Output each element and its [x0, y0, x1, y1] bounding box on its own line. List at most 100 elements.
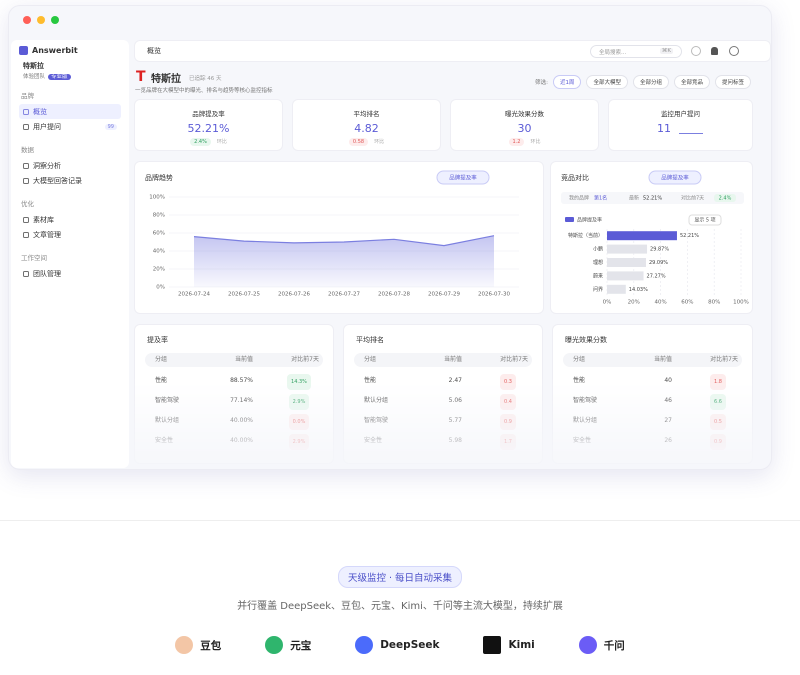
show-button[interactable] — [688, 214, 722, 226]
x-tick-label: 2026-07-25 — [228, 292, 260, 298]
search-box[interactable]: 全局搜索... ⌘K — [590, 45, 682, 58]
nav-item[interactable]: 洞察分析 — [19, 158, 121, 173]
model: DeepSeek — [355, 636, 439, 654]
summary-delta-label: 对比前7天 — [681, 195, 704, 202]
table-cell: 性能 — [364, 377, 377, 384]
kpi-delta: 2.4% — [190, 138, 211, 146]
kpi-delta-row: 1.2 环比 — [451, 138, 598, 146]
footer-text: 并行覆盖 DeepSeek、豆包、元宝、Kimi、千问等主流大模型，持续扩展 — [237, 601, 563, 612]
y-tick-label: 60% — [153, 231, 165, 237]
x-tick-label: 0% — [603, 300, 612, 306]
table-cell: 智能驾驶 — [155, 397, 180, 404]
filter[interactable]: 提问标签 — [714, 75, 751, 89]
nav-icon — [23, 216, 29, 223]
footer-badge: 天级监控 · 每日自动采集 — [337, 566, 463, 588]
sidebar: Answerbit 特斯拉 体验团队 专业版 品牌 概览 用户提问 99 数据 洞察分析 大模型回答… — [11, 40, 129, 468]
y-tick-label: 20% — [153, 267, 165, 273]
filter[interactable]: 全部竞品 — [673, 75, 710, 89]
nav-item[interactable]: 大模型回答记录 — [19, 173, 121, 188]
brand-name: 特斯拉 — [151, 74, 181, 85]
x-tick-label: 2026-07-29 — [428, 292, 460, 298]
model-logo — [355, 636, 374, 654]
nav-item[interactable]: 用户提问 99 — [19, 119, 121, 134]
nav-item[interactable]: 素材库 — [19, 212, 121, 227]
brand-name: Answerbit — [32, 46, 78, 55]
bell-icon[interactable] — [711, 47, 718, 55]
nav-icon — [23, 123, 29, 130]
nav-item[interactable]: 团队管理 — [19, 266, 121, 281]
delta: 0.3 — [500, 374, 516, 390]
delta: 0.9 — [500, 414, 516, 430]
metric-button[interactable] — [436, 170, 490, 185]
summary-my-label: 我的品牌 — [569, 195, 589, 202]
nav-label: 大模型回答记录 — [33, 176, 82, 185]
filter-label: 筛选: — [535, 80, 548, 86]
kpi-card: 曝光效果分数 30 1.2 环比 — [450, 99, 599, 151]
table-card: 平均排名 分组 当前值 对比前7天 性能 2.47 0.3 默认分组 5.06 0.4 智能驾驶 5.… — [343, 324, 543, 464]
table-cell: 安全性 — [155, 437, 174, 444]
table-cell: 智能驾驶 — [573, 397, 598, 404]
x-tick-label: 2026-07-24 — [178, 292, 210, 298]
model-logo — [265, 636, 284, 654]
model-name: Kimi — [508, 639, 535, 651]
filter[interactable]: 全部大模型 — [586, 75, 628, 89]
kpi-note: 环比 — [216, 139, 227, 145]
delta-cell: 14.3% — [279, 374, 319, 390]
table-cell: 5.98 — [448, 437, 462, 444]
table-header-bg — [354, 353, 532, 367]
delta-cell: 0.9 — [698, 434, 738, 450]
filter[interactable]: 全部分组 — [632, 75, 669, 89]
y-tick-label: 40% — [153, 249, 165, 255]
x-tick-label: 100% — [733, 300, 749, 306]
x-tick-label: 80% — [708, 300, 720, 306]
nav-icon — [23, 177, 29, 184]
kpi-label: 监控用户提问 — [661, 110, 700, 118]
y-tick-label: 80% — [153, 213, 165, 219]
model: 豆包 — [175, 636, 221, 654]
model: 千问 — [578, 636, 625, 654]
footer-badge-row: 天级监控 · 每日自动采集 — [0, 566, 800, 588]
kpi-delta-row: 0.58 环比 — [293, 138, 440, 146]
kpi-note: 环比 — [374, 139, 385, 145]
nav-icon — [23, 162, 29, 169]
help-icon[interactable] — [729, 46, 739, 56]
table-header: 分组 — [155, 356, 168, 363]
nav-label: 概览 — [33, 107, 47, 116]
x-tick-label: 2026-07-27 — [328, 292, 360, 298]
org[interactable]: 特斯拉 体验团队 专业版 — [19, 61, 121, 80]
table-header: 分组 — [364, 356, 377, 363]
delta-cell: 0.5 — [698, 414, 738, 430]
filter[interactable]: 近1周 — [552, 75, 582, 89]
nav-item[interactable]: 概览 — [19, 104, 121, 119]
maximize-dot[interactable] — [51, 16, 59, 24]
table-title: 曝光效果分数 — [565, 336, 607, 344]
table-cell: 26 — [664, 437, 672, 444]
summary-latest-label: 最新 — [629, 195, 639, 202]
minimize-dot[interactable] — [37, 16, 45, 24]
close-dot[interactable] — [23, 16, 31, 24]
nav-icon — [23, 231, 29, 238]
table-cell: 性能 — [573, 377, 586, 384]
trend-chart: 品牌趋势 品牌提及率 0% 20% 40% 60% 80% 100% 2026-07-24 202… — [145, 170, 519, 298]
metric-button[interactable] — [648, 170, 702, 185]
model: Kimi — [483, 636, 535, 654]
nav-label: 文章管理 — [33, 230, 61, 239]
topbar: 概览 全局搜索... ⌘K — [134, 40, 771, 62]
user-icon[interactable] — [691, 46, 701, 56]
kpi-value: 30 — [517, 122, 532, 135]
show-button-label: 显示 5 项 — [694, 218, 715, 224]
x-tick-label: 2026-07-30 — [478, 292, 510, 298]
summary-my-rank: 第1名 — [594, 195, 607, 202]
delta-cell: 0.0% — [279, 414, 319, 430]
table-title: 平均排名 — [356, 336, 384, 344]
table-cell: 88.57% — [230, 377, 253, 384]
nav-item[interactable]: 文章管理 — [19, 227, 121, 242]
table-cell: 性能 — [155, 377, 168, 384]
bar — [607, 284, 626, 294]
delta: 1.8 — [710, 374, 726, 390]
table-header: 当前值 — [653, 356, 672, 363]
legend-label: 品牌提及率 — [577, 217, 602, 224]
table-title: 提及率 — [147, 336, 168, 344]
table-cell: 安全性 — [364, 437, 383, 444]
